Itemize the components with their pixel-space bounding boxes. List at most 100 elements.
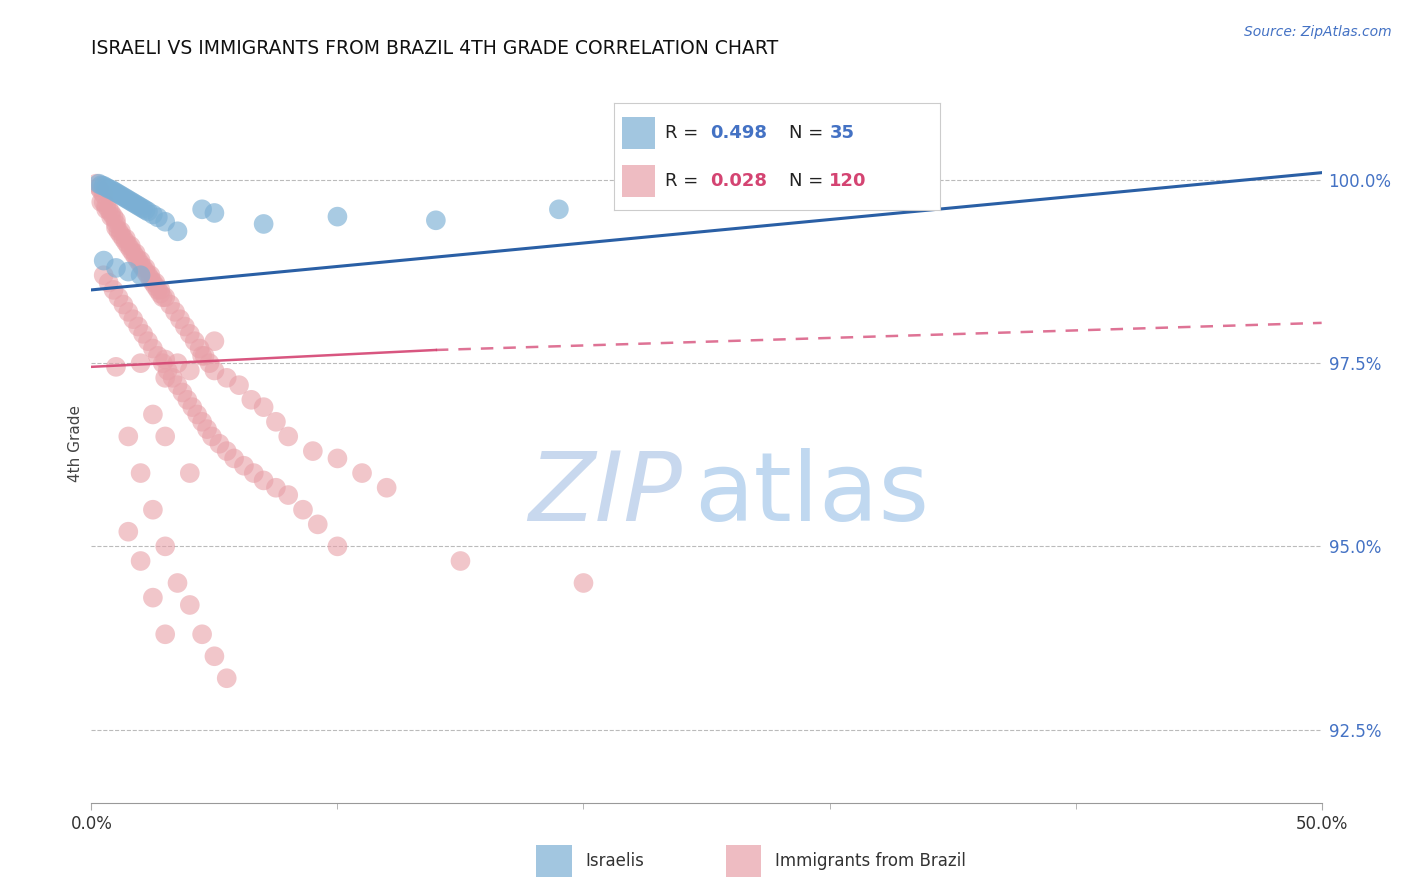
- Point: [146, 349, 169, 363]
- Point: [87, 177, 110, 191]
- Point: [105, 220, 127, 235]
- Point: [191, 627, 214, 641]
- Point: [208, 437, 231, 451]
- Point: [103, 283, 125, 297]
- Point: [120, 239, 142, 253]
- Point: [149, 286, 172, 301]
- Point: [163, 305, 186, 319]
- Point: [179, 363, 201, 377]
- Point: [228, 378, 250, 392]
- Point: [232, 458, 256, 473]
- Point: [179, 466, 201, 480]
- Point: [215, 671, 238, 685]
- Point: [136, 334, 159, 349]
- Point: [124, 197, 148, 211]
- Point: [572, 576, 595, 591]
- Point: [93, 253, 115, 268]
- Point: [153, 429, 177, 443]
- Point: [253, 400, 276, 414]
- Point: [112, 232, 135, 246]
- Point: [122, 312, 145, 326]
- Text: Israelis: Israelis: [585, 852, 644, 870]
- Point: [277, 429, 299, 443]
- Text: 0.498: 0.498: [710, 124, 768, 142]
- Point: [242, 466, 264, 480]
- Point: [153, 540, 177, 554]
- Point: [120, 243, 142, 257]
- Point: [129, 253, 152, 268]
- Point: [103, 184, 125, 198]
- Point: [96, 202, 117, 217]
- Point: [97, 276, 120, 290]
- Point: [105, 260, 127, 275]
- Point: [90, 184, 112, 198]
- Point: [107, 186, 129, 201]
- Point: [129, 200, 152, 214]
- Y-axis label: 4th Grade: 4th Grade: [67, 405, 83, 483]
- Point: [97, 182, 120, 196]
- Point: [548, 202, 571, 217]
- Point: [122, 246, 145, 260]
- Point: [139, 272, 162, 286]
- Point: [425, 213, 447, 227]
- Point: [86, 177, 108, 191]
- Point: [264, 481, 287, 495]
- Point: [179, 326, 201, 341]
- Point: [326, 210, 349, 224]
- Point: [146, 283, 169, 297]
- Point: [112, 297, 135, 311]
- Point: [174, 319, 197, 334]
- Bar: [725, 846, 762, 878]
- Point: [114, 235, 138, 250]
- Point: [202, 363, 225, 377]
- Point: [105, 359, 127, 374]
- Point: [100, 210, 122, 224]
- Point: [301, 444, 323, 458]
- Point: [105, 217, 127, 231]
- Point: [142, 408, 165, 422]
- Point: [117, 264, 139, 278]
- Point: [122, 195, 145, 210]
- Point: [166, 224, 188, 238]
- Point: [201, 429, 224, 443]
- Point: [93, 194, 115, 209]
- Point: [132, 202, 155, 216]
- Point: [105, 213, 127, 227]
- Point: [307, 517, 329, 532]
- Point: [156, 363, 179, 377]
- Point: [142, 591, 165, 605]
- Point: [132, 326, 155, 341]
- Point: [127, 199, 149, 213]
- Point: [202, 206, 225, 220]
- Point: [277, 488, 299, 502]
- Text: Immigrants from Brazil: Immigrants from Brazil: [775, 852, 966, 870]
- Point: [129, 257, 152, 271]
- Point: [142, 342, 165, 356]
- Point: [449, 554, 471, 568]
- Text: R =: R =: [665, 172, 704, 190]
- Text: ZIP: ZIP: [529, 448, 682, 541]
- Point: [135, 264, 157, 278]
- Point: [96, 180, 117, 194]
- Point: [142, 502, 165, 516]
- Point: [100, 182, 122, 196]
- Point: [103, 210, 125, 224]
- Text: R =: R =: [665, 124, 704, 142]
- Point: [129, 466, 152, 480]
- Point: [136, 268, 159, 283]
- Point: [253, 474, 276, 488]
- Point: [90, 178, 112, 193]
- Point: [142, 276, 165, 290]
- Point: [188, 342, 211, 356]
- Point: [352, 466, 374, 480]
- Point: [117, 305, 139, 319]
- Point: [96, 199, 117, 213]
- Point: [129, 356, 152, 370]
- Point: [326, 451, 349, 466]
- Point: [159, 297, 181, 311]
- Point: [153, 215, 177, 229]
- Point: [186, 408, 208, 422]
- Point: [153, 290, 177, 304]
- Point: [117, 239, 139, 253]
- Point: [145, 276, 166, 290]
